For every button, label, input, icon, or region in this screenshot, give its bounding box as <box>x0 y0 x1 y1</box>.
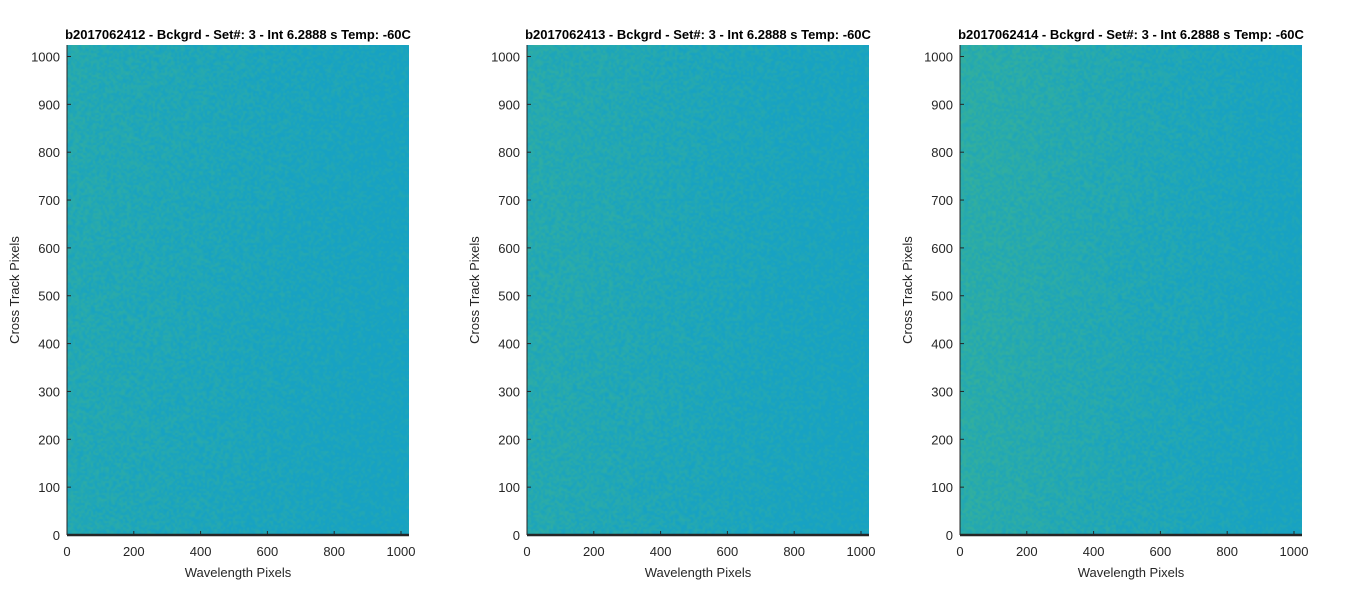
chart-title: b2017062414 - Bckgrd - Set#: 3 - Int 6.2… <box>958 27 1304 42</box>
y-tick-label: 0 <box>53 528 60 543</box>
y-tick-label: 400 <box>931 337 953 352</box>
y-tick-label: 100 <box>931 480 953 495</box>
y-tick-label: 700 <box>931 193 953 208</box>
x-tick-label: 600 <box>257 544 279 559</box>
x-tick-label: 800 <box>1216 544 1238 559</box>
y-axis-label: Cross Track Pixels <box>7 236 22 344</box>
y-tick-label: 300 <box>498 384 520 399</box>
y-tick-label: 100 <box>38 480 60 495</box>
x-tick-label: 400 <box>650 544 672 559</box>
y-tick-label: 600 <box>498 241 520 256</box>
y-tick-label: 800 <box>38 145 60 160</box>
y-tick-label: 300 <box>931 384 953 399</box>
y-tick-label: 800 <box>931 145 953 160</box>
y-tick-label: 300 <box>38 384 60 399</box>
x-tick-label: 1000 <box>387 544 416 559</box>
x-axis-label: Wavelength Pixels <box>1078 565 1185 580</box>
y-tick-label: 1000 <box>924 49 953 64</box>
y-tick-label: 200 <box>931 432 953 447</box>
y-axis-label: Cross Track Pixels <box>900 236 915 344</box>
heatmap-image <box>67 45 409 535</box>
y-tick-label: 900 <box>931 97 953 112</box>
y-tick-label: 1000 <box>491 49 520 64</box>
y-tick-label: 0 <box>946 528 953 543</box>
heatmap-image <box>527 45 869 535</box>
y-tick-label: 600 <box>38 241 60 256</box>
y-tick-label: 600 <box>931 241 953 256</box>
x-tick-label: 600 <box>1150 544 1172 559</box>
x-tick-label: 400 <box>190 544 212 559</box>
x-tick-label: 0 <box>523 544 530 559</box>
x-tick-label: 1000 <box>1280 544 1309 559</box>
y-axis-label: Cross Track Pixels <box>467 236 482 344</box>
x-axis-label: Wavelength Pixels <box>645 565 752 580</box>
y-tick-label: 0 <box>513 528 520 543</box>
x-tick-label: 200 <box>1016 544 1038 559</box>
y-tick-label: 400 <box>38 337 60 352</box>
x-tick-label: 0 <box>63 544 70 559</box>
chart-title: b2017062413 - Bckgrd - Set#: 3 - Int 6.2… <box>525 27 871 42</box>
x-axis-label: Wavelength Pixels <box>185 565 292 580</box>
y-tick-label: 200 <box>498 432 520 447</box>
y-tick-label: 100 <box>498 480 520 495</box>
x-tick-label: 600 <box>717 544 739 559</box>
y-tick-label: 400 <box>498 337 520 352</box>
x-tick-label: 400 <box>1083 544 1105 559</box>
y-tick-label: 700 <box>498 193 520 208</box>
chart-title: b2017062412 - Bckgrd - Set#: 3 - Int 6.2… <box>65 27 411 42</box>
x-tick-label: 800 <box>323 544 345 559</box>
heatmap-panel-1: 0 200 400 600 800 1000 0 100 200 300 400 500 600 700 8… <box>7 27 415 580</box>
x-tick-label: 1000 <box>847 544 876 559</box>
y-tick-label: 900 <box>38 97 60 112</box>
y-tick-label: 500 <box>38 289 60 304</box>
y-tick-label: 900 <box>498 97 520 112</box>
y-tick-label: 700 <box>38 193 60 208</box>
x-tick-label: 800 <box>783 544 805 559</box>
y-tick-label: 500 <box>498 289 520 304</box>
y-tick-label: 1000 <box>31 49 60 64</box>
x-tick-label: 200 <box>583 544 605 559</box>
y-tick-label: 500 <box>931 289 953 304</box>
heatmap-image <box>960 45 1302 535</box>
heatmap-panel-3: 0 200 400 600 800 1000 0 100 200 300 400 500 600 700 8… <box>900 27 1308 580</box>
y-tick-label: 800 <box>498 145 520 160</box>
y-tick-label: 200 <box>38 432 60 447</box>
x-tick-label: 200 <box>123 544 145 559</box>
x-tick-label: 0 <box>956 544 963 559</box>
heatmap-panel-2: 0 200 400 600 800 1000 0 100 200 300 400 500 600 700 8… <box>467 27 875 580</box>
